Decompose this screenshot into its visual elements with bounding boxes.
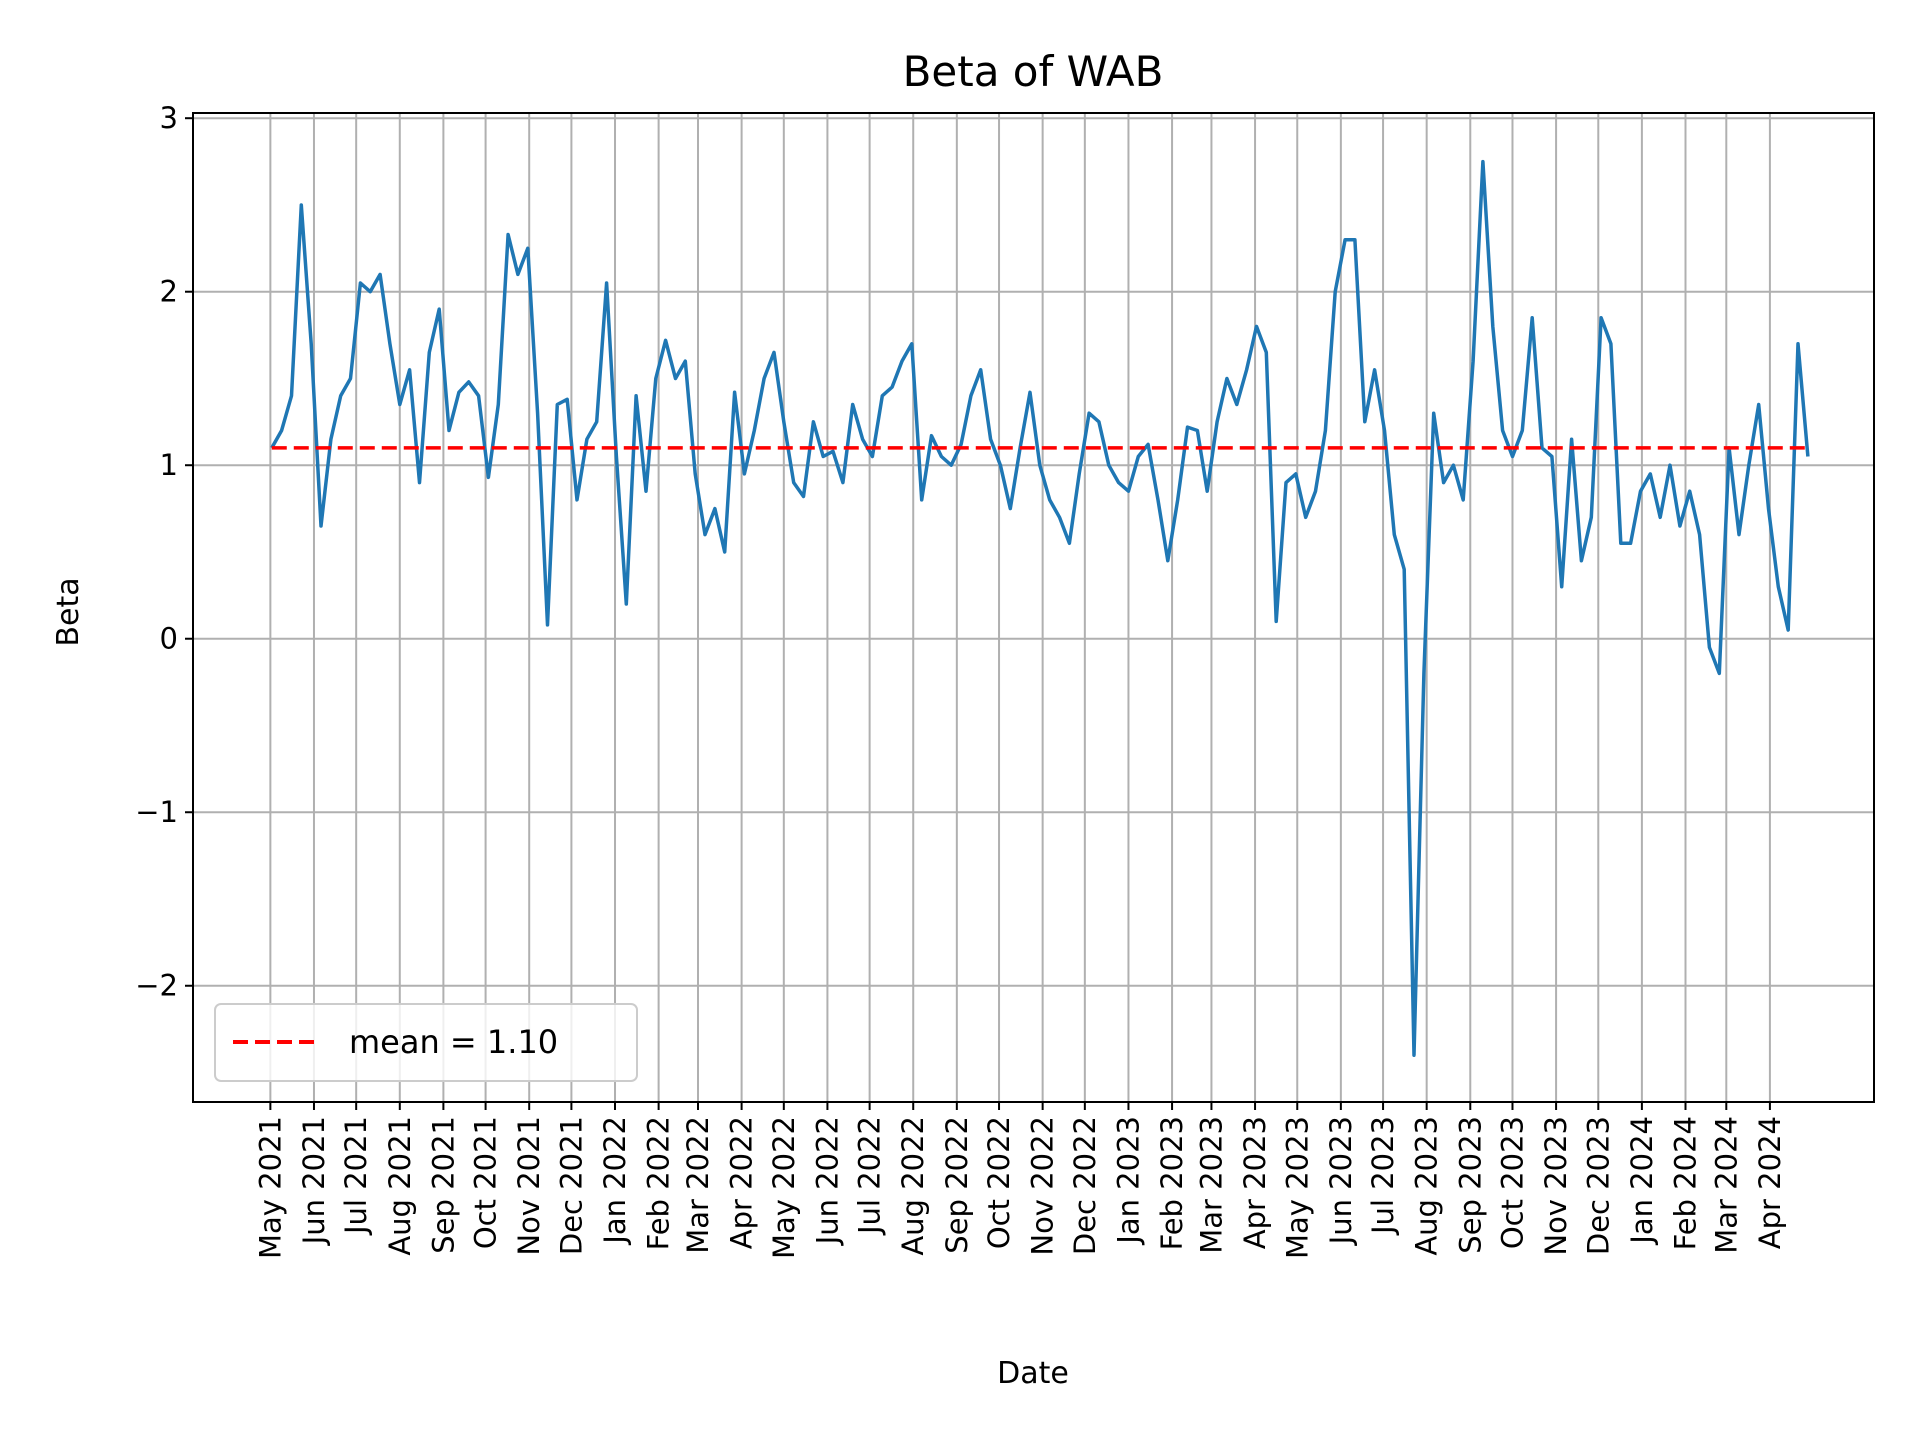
x-tick-label: Feb 2022	[642, 1116, 676, 1250]
x-tick-label: Jul 2022	[853, 1116, 887, 1236]
x-tick-label: Aug 2023	[1410, 1116, 1444, 1256]
x-tick-label: Oct 2022	[982, 1116, 1016, 1249]
x-tick-label: Jan 2022	[598, 1116, 632, 1246]
x-tick-label: May 2021	[253, 1116, 287, 1259]
y-tick-label: −2	[135, 969, 178, 1003]
x-tick-label: Mar 2023	[1194, 1116, 1228, 1254]
beta-series-line	[270, 159, 1810, 1057]
x-tick-label: May 2023	[1280, 1116, 1314, 1259]
x-tick-label: Sep 2021	[426, 1116, 460, 1254]
legend-box	[214, 1003, 638, 1082]
grid-lines	[193, 113, 1874, 1102]
x-tick-label: Jul 2023	[1366, 1116, 1400, 1236]
x-tick-label: Jan 2024	[1625, 1116, 1659, 1246]
x-tick-label: Nov 2021	[512, 1116, 546, 1256]
x-tick-label: Dec 2022	[1068, 1116, 1102, 1255]
x-tick-label: Jan 2023	[1111, 1116, 1145, 1246]
x-tick-label: Sep 2023	[1453, 1116, 1487, 1254]
axes-frame	[192, 112, 1875, 1103]
x-axis-ticks: May 2021 Jun 2021 Jul 2021 Aug 2021 Sep 2021…	[253, 1102, 1787, 1259]
x-tick-label: Apr 2024	[1753, 1116, 1787, 1249]
x-tick-label: Mar 2024	[1709, 1116, 1743, 1254]
x-tick-label: Apr 2022	[725, 1116, 759, 1249]
x-tick-label: Jul 2021	[339, 1116, 373, 1236]
x-tick-label: Aug 2022	[896, 1116, 930, 1256]
x-tick-label: May 2022	[767, 1116, 801, 1259]
y-tick-label: 1	[160, 448, 178, 482]
y-axis-ticks: 3 2 1 0 −1 −2	[135, 101, 193, 1003]
y-tick-label: 3	[160, 101, 178, 135]
x-tick-label: Oct 2023	[1495, 1116, 1529, 1249]
x-tick-label: Feb 2023	[1155, 1116, 1189, 1250]
x-tick-label: Feb 2024	[1669, 1116, 1703, 1250]
x-tick-label: Nov 2022	[1026, 1116, 1060, 1256]
y-tick-label: 2	[160, 275, 178, 309]
chart-title: Beta of WAB	[903, 47, 1164, 96]
x-tick-label: Mar 2022	[681, 1116, 715, 1254]
x-tick-label: Oct 2021	[469, 1116, 503, 1249]
y-tick-label: 0	[160, 622, 178, 656]
x-tick-label: Jun 2021	[297, 1116, 331, 1246]
plot-area	[270, 159, 1810, 1057]
x-axis-label: Date	[997, 1356, 1069, 1391]
legend: mean = 1.10	[214, 1003, 638, 1082]
x-tick-label: Nov 2023	[1539, 1116, 1573, 1256]
y-tick-label: −1	[135, 795, 178, 829]
legend-mean-label: mean = 1.10	[349, 1023, 558, 1061]
x-tick-label: Dec 2023	[1581, 1116, 1615, 1255]
x-tick-label: Sep 2022	[940, 1116, 974, 1254]
x-tick-label: Jun 2022	[810, 1116, 844, 1246]
x-tick-label: Dec 2021	[554, 1116, 588, 1255]
x-tick-label: Aug 2021	[383, 1116, 417, 1256]
x-tick-label: Apr 2023	[1238, 1116, 1272, 1249]
x-tick-label: Jun 2023	[1324, 1116, 1358, 1246]
y-axis-label: Beta	[51, 577, 86, 646]
